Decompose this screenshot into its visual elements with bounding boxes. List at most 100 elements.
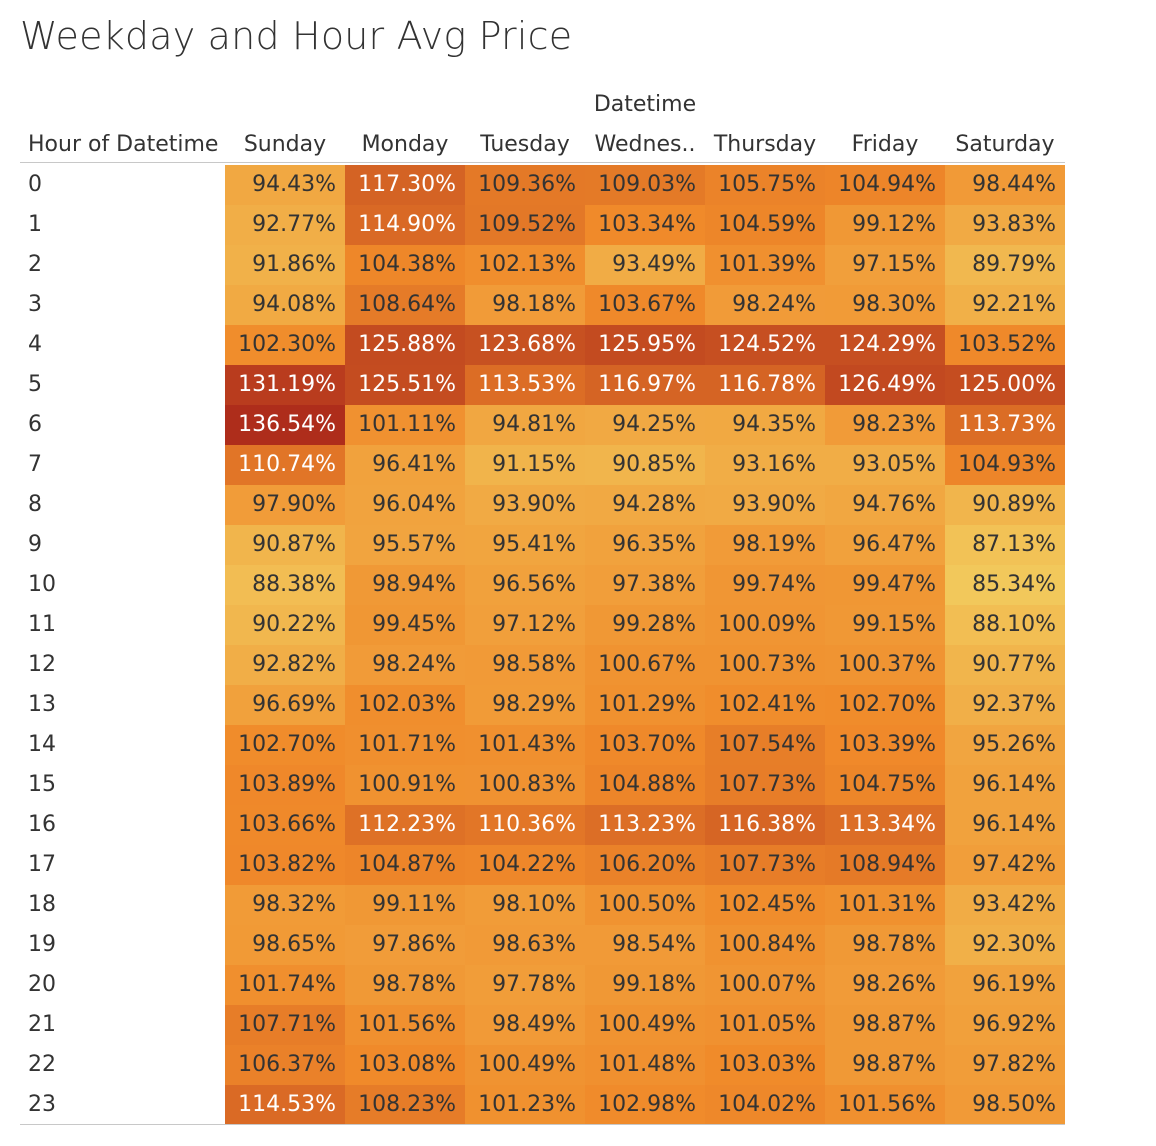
heatmap-cell: 103.67% bbox=[585, 285, 705, 325]
heatmap-cell: 104.93% bbox=[945, 445, 1065, 485]
column-header: Friday bbox=[851, 132, 919, 157]
column-header: Wednes.. bbox=[594, 132, 696, 157]
chart-title: Weekday and Hour Avg Price bbox=[20, 14, 573, 58]
row-header-label: Hour of Datetime bbox=[28, 132, 219, 157]
heatmap-cell: 98.18% bbox=[465, 285, 585, 325]
heatmap-cell: 101.74% bbox=[225, 965, 345, 1005]
heatmap-cell: 98.29% bbox=[465, 685, 585, 725]
heatmap-cell: 107.54% bbox=[705, 725, 825, 765]
heatmap-cell: 101.56% bbox=[345, 1005, 465, 1045]
heatmap-cell: 114.53% bbox=[225, 1085, 345, 1125]
heatmap-cell: 102.30% bbox=[225, 325, 345, 365]
heatmap-cell: 98.23% bbox=[825, 405, 945, 445]
heatmap-cell: 124.52% bbox=[705, 325, 825, 365]
row-label: 9 bbox=[28, 532, 42, 557]
row-label: 5 bbox=[28, 372, 42, 397]
heatmap-cell: 90.87% bbox=[225, 525, 345, 565]
heatmap-cell: 98.30% bbox=[825, 285, 945, 325]
heatmap-cell: 96.19% bbox=[945, 965, 1065, 1005]
heatmap-cell: 104.02% bbox=[705, 1085, 825, 1125]
heatmap-cell: 98.44% bbox=[945, 165, 1065, 205]
heatmap-cell: 113.34% bbox=[825, 805, 945, 845]
heatmap-cell: 98.87% bbox=[825, 1045, 945, 1085]
heatmap-cell: 93.49% bbox=[585, 245, 705, 285]
row-label: 23 bbox=[28, 1092, 56, 1117]
heatmap-cell: 117.30% bbox=[345, 165, 465, 205]
heatmap-cell: 96.92% bbox=[945, 1005, 1065, 1045]
heatmap-cell: 90.77% bbox=[945, 645, 1065, 685]
row-label: 21 bbox=[28, 1012, 56, 1037]
heatmap-cell: 95.57% bbox=[345, 525, 465, 565]
heatmap-cell: 97.15% bbox=[825, 245, 945, 285]
heatmap-cell: 113.53% bbox=[465, 365, 585, 405]
row-label: 2 bbox=[28, 252, 42, 277]
row-label: 20 bbox=[28, 972, 56, 997]
heatmap-cell: 93.05% bbox=[825, 445, 945, 485]
heatmap-cell: 114.90% bbox=[345, 205, 465, 245]
heatmap-cell: 136.54% bbox=[225, 405, 345, 445]
heatmap-cell: 97.42% bbox=[945, 845, 1065, 885]
row-label: 18 bbox=[28, 892, 56, 917]
heatmap-cell: 93.90% bbox=[465, 485, 585, 525]
heatmap-cell: 96.14% bbox=[945, 765, 1065, 805]
heatmap-cell: 98.19% bbox=[705, 525, 825, 565]
heatmap-cell: 96.04% bbox=[345, 485, 465, 525]
heatmap-cell: 103.08% bbox=[345, 1045, 465, 1085]
row-label: 6 bbox=[28, 412, 42, 437]
heatmap-cell: 100.49% bbox=[465, 1045, 585, 1085]
heatmap-cell: 101.48% bbox=[585, 1045, 705, 1085]
heatmap-cell: 98.58% bbox=[465, 645, 585, 685]
heatmap-cell: 116.38% bbox=[705, 805, 825, 845]
heatmap-cell: 103.66% bbox=[225, 805, 345, 845]
heatmap-cell: 89.79% bbox=[945, 245, 1065, 285]
row-label: 13 bbox=[28, 692, 56, 717]
heatmap-cell: 110.36% bbox=[465, 805, 585, 845]
heatmap-cell: 101.56% bbox=[825, 1085, 945, 1125]
heatmap-cell: 116.97% bbox=[585, 365, 705, 405]
heatmap-cell: 98.94% bbox=[345, 565, 465, 605]
heatmap-cell: 101.43% bbox=[465, 725, 585, 765]
heatmap-cell: 98.32% bbox=[225, 885, 345, 925]
row-label: 14 bbox=[28, 732, 56, 757]
heatmap-cell: 97.90% bbox=[225, 485, 345, 525]
heatmap-cell: 99.28% bbox=[585, 605, 705, 645]
heatmap-cell: 100.50% bbox=[585, 885, 705, 925]
heatmap-cell: 108.94% bbox=[825, 845, 945, 885]
heatmap-cell: 104.94% bbox=[825, 165, 945, 205]
row-label: 15 bbox=[28, 772, 56, 797]
heatmap-cell: 100.09% bbox=[705, 605, 825, 645]
heatmap-cell: 96.14% bbox=[945, 805, 1065, 845]
heatmap-cell: 124.29% bbox=[825, 325, 945, 365]
heatmap-cell: 100.07% bbox=[705, 965, 825, 1005]
row-label: 19 bbox=[28, 932, 56, 957]
heatmap-cell: 90.85% bbox=[585, 445, 705, 485]
heatmap-cell: 100.84% bbox=[705, 925, 825, 965]
heatmap-cell: 90.89% bbox=[945, 485, 1065, 525]
row-label: 7 bbox=[28, 452, 42, 477]
heatmap-cell: 99.12% bbox=[825, 205, 945, 245]
heatmap-cell: 103.03% bbox=[705, 1045, 825, 1085]
heatmap-cell: 109.03% bbox=[585, 165, 705, 205]
heatmap-cell: 116.78% bbox=[705, 365, 825, 405]
heatmap-cell: 92.30% bbox=[945, 925, 1065, 965]
column-header: Sunday bbox=[243, 132, 327, 157]
heatmap-cell: 85.34% bbox=[945, 565, 1065, 605]
heatmap-cell: 98.49% bbox=[465, 1005, 585, 1045]
column-header: Saturday bbox=[955, 132, 1055, 157]
heatmap-cell: 96.47% bbox=[825, 525, 945, 565]
heatmap-cell: 103.52% bbox=[945, 325, 1065, 365]
heatmap-cell: 94.81% bbox=[465, 405, 585, 445]
heatmap-cell: 107.73% bbox=[705, 765, 825, 805]
heatmap-cell: 90.22% bbox=[225, 605, 345, 645]
row-label: 1 bbox=[28, 212, 42, 237]
row-label: 10 bbox=[28, 572, 56, 597]
heatmap-cell: 96.35% bbox=[585, 525, 705, 565]
heatmap-cell: 110.74% bbox=[225, 445, 345, 485]
heatmap-cell: 97.38% bbox=[585, 565, 705, 605]
heatmap-cell: 104.88% bbox=[585, 765, 705, 805]
heatmap-cell: 103.70% bbox=[585, 725, 705, 765]
heatmap-cell: 100.37% bbox=[825, 645, 945, 685]
heatmap-cell: 99.11% bbox=[345, 885, 465, 925]
heatmap-cell: 94.76% bbox=[825, 485, 945, 525]
heatmap-cell: 92.82% bbox=[225, 645, 345, 685]
